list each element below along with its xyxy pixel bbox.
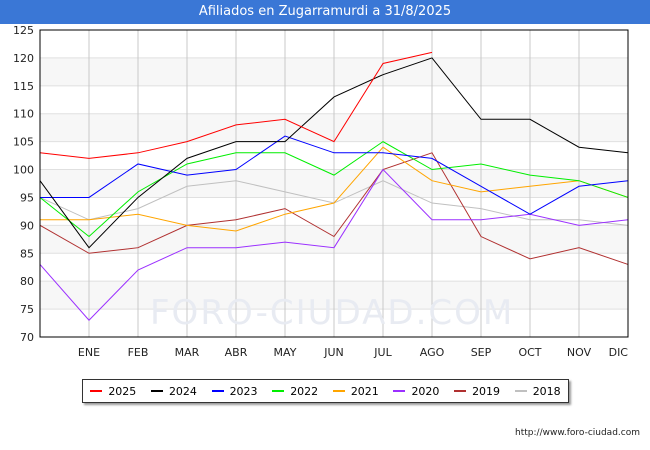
- y-tick-label: 80: [20, 275, 34, 288]
- y-tick-label: 85: [20, 247, 34, 260]
- plot-frame: [39, 29, 629, 338]
- legend-swatch: [90, 390, 103, 392]
- legend: 2025 2024 2023 2022 2021 2020 2019 2018: [82, 379, 569, 403]
- x-tick-label: AGO: [420, 346, 445, 359]
- x-tick-label: DIC: [609, 346, 629, 359]
- series-line-2023: [40, 135, 629, 215]
- legend-swatch: [393, 390, 406, 392]
- x-tick-label: ABR: [225, 346, 248, 359]
- x-tick-label: JUN: [323, 346, 344, 359]
- series-line-2025: [39, 51, 433, 159]
- legend-swatch: [272, 390, 285, 392]
- legend-label: 2024: [168, 384, 197, 398]
- legend-item-2018: 2018: [514, 384, 561, 398]
- y-tick-label: 90: [20, 219, 34, 232]
- legend-item-2025: 2025: [90, 385, 136, 398]
- y-tick-label: 105: [13, 136, 34, 149]
- x-tick-label: MAR: [175, 346, 200, 359]
- legend-item-2023: 2023: [211, 384, 258, 398]
- x-tick-label: OCT: [518, 346, 541, 359]
- y-tick-label: 115: [13, 80, 34, 93]
- y-tick-label: 70: [20, 331, 34, 344]
- legend-item-2022: 2022: [272, 385, 318, 398]
- legend-label: 2023: [229, 384, 258, 398]
- legend-item-2021: 2021: [332, 384, 379, 398]
- x-tick-label: SEP: [471, 346, 492, 359]
- legend-swatch: [514, 390, 527, 392]
- x-tick-label: NOV: [567, 346, 592, 359]
- legend-label: 2018: [532, 384, 561, 398]
- y-tick-label: 125: [13, 24, 34, 37]
- x-tick-label: ENE: [78, 346, 100, 359]
- y-tick-label: 75: [20, 303, 34, 316]
- series-line-2022: [39, 141, 629, 238]
- legend-item-2019: 2019: [454, 385, 500, 398]
- legend-label: 2022: [290, 384, 319, 398]
- series-line-2021: [40, 146, 629, 232]
- legend-label: 2021: [350, 384, 379, 398]
- legend-item-2024: 2024: [150, 384, 197, 398]
- y-tick-label: 95: [20, 191, 34, 204]
- chart-title: Afiliados en Zugarramurdi a 31/8/2025: [0, 0, 650, 24]
- x-tick-label: JUL: [373, 346, 392, 359]
- legend-label: 2020: [411, 384, 440, 398]
- y-tick-label: 120: [13, 52, 34, 65]
- y-tick-label: 110: [13, 108, 34, 121]
- legend-swatch: [211, 390, 224, 392]
- source-url: http://www.foro-ciudad.com: [515, 428, 640, 438]
- legend-label: 2019: [472, 384, 501, 398]
- legend-swatch: [332, 390, 345, 392]
- legend-label: 2025: [108, 384, 137, 398]
- y-tick-label: 100: [13, 164, 34, 177]
- series-line-2019: [39, 152, 629, 265]
- legend-item-2020: 2020: [393, 385, 439, 398]
- legend-swatch: [454, 390, 467, 392]
- legend-swatch: [150, 390, 163, 392]
- x-tick-label: FEB: [128, 346, 149, 359]
- series-line-2024: [39, 57, 629, 249]
- x-tick-label: MAY: [274, 346, 297, 359]
